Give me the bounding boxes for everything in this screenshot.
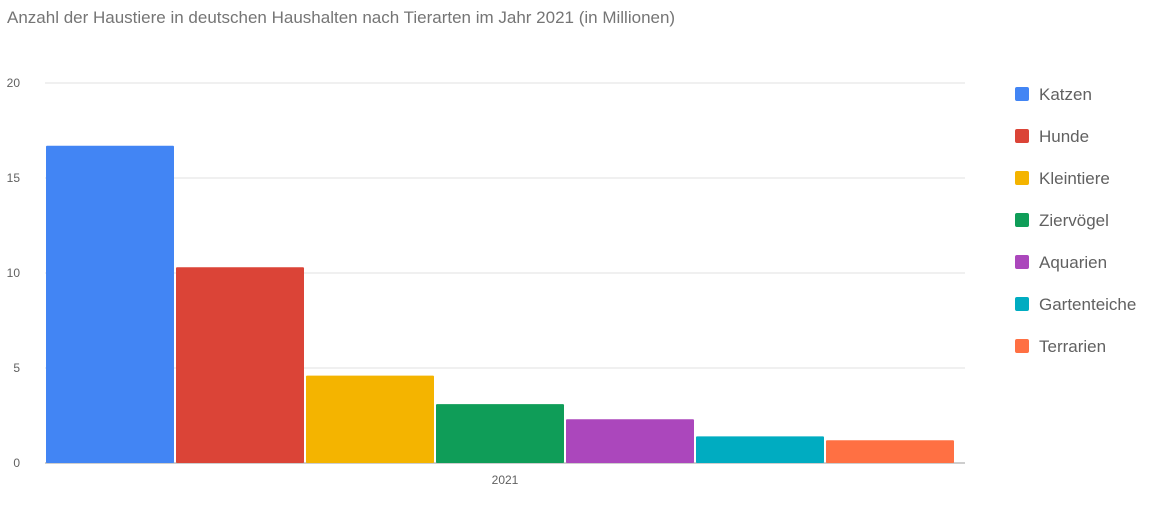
bar-aquarien: [566, 419, 694, 463]
legend-label: Kleintiere: [1039, 169, 1110, 188]
bar-hunde: [176, 267, 304, 463]
legend-swatch: [1015, 297, 1029, 311]
legend-swatch: [1015, 255, 1029, 269]
legend-label: Aquarien: [1039, 253, 1107, 272]
legend-swatch: [1015, 129, 1029, 143]
legend-label: Ziervögel: [1039, 211, 1109, 230]
legend-label: Gartenteiche: [1039, 295, 1136, 314]
y-tick-label: 10: [7, 266, 21, 280]
bar-kleintiere: [306, 375, 434, 463]
y-tick-label: 0: [13, 456, 20, 470]
legend-label: Hunde: [1039, 127, 1089, 146]
bar-katzen: [46, 145, 174, 463]
chart-title: Anzahl der Haustiere in deutschen Hausha…: [7, 8, 676, 27]
legend-swatch: [1015, 213, 1029, 227]
y-tick-label: 5: [13, 361, 20, 375]
y-tick-label: 15: [7, 171, 21, 185]
legend-label: Terrarien: [1039, 337, 1106, 356]
legend-swatch: [1015, 171, 1029, 185]
bar-terrarien: [826, 440, 954, 463]
legend-label: Katzen: [1039, 85, 1092, 104]
legend-swatch: [1015, 87, 1029, 101]
x-tick-label: 2021: [492, 473, 519, 487]
bar-ziervögel: [436, 404, 564, 463]
legend-swatch: [1015, 339, 1029, 353]
bar-gartenteiche: [696, 436, 824, 463]
y-tick-label: 20: [7, 76, 21, 90]
